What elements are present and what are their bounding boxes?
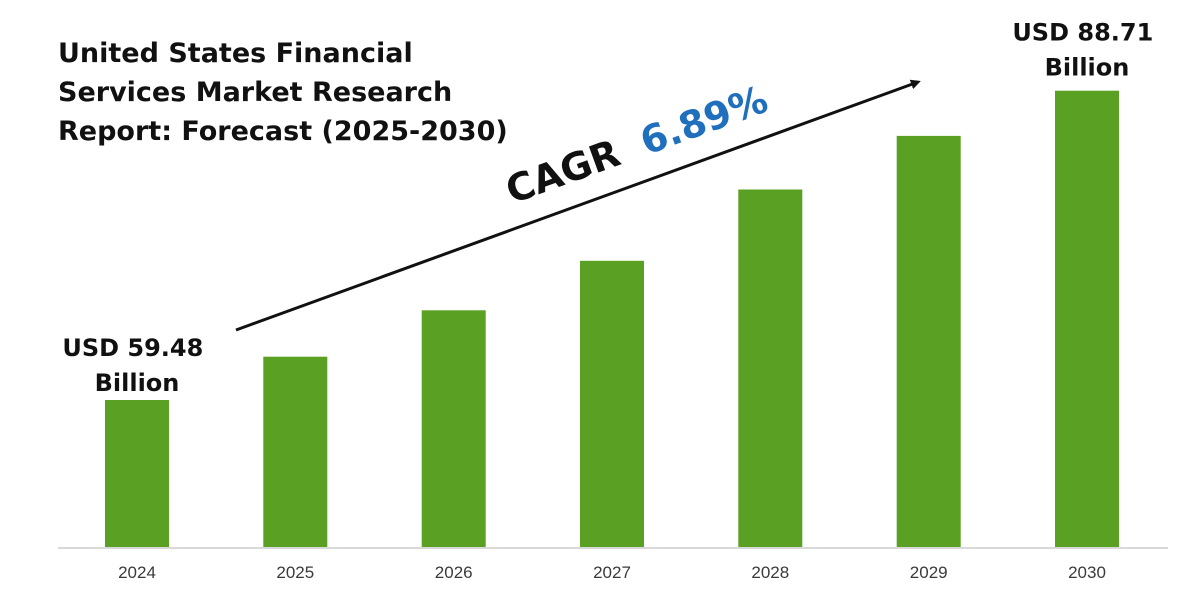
chart-title-line-3: Report: Forecast (2025-2030) <box>58 116 508 147</box>
chart-title: United States Financial Services Market … <box>58 38 508 147</box>
bar-2029 <box>896 135 961 548</box>
data-label-first-bar: USD 59.48 Billion <box>62 334 211 397</box>
chart-title-line-2: Services Market Research <box>58 77 452 108</box>
data-label-last-line-1: USD 88.71 <box>1012 19 1153 47</box>
bar-2024 <box>105 400 169 548</box>
cagr-label: CAGR <box>500 131 626 213</box>
bar-2027 <box>580 260 644 548</box>
bar-2030 <box>1055 90 1119 548</box>
chart-title-line-1: United States Financial <box>58 38 413 69</box>
x-tick-label-2026: 2026 <box>435 563 473 582</box>
x-tick-label-2024: 2024 <box>118 563 156 582</box>
bar-2028 <box>738 189 803 548</box>
bar-2026 <box>421 310 486 548</box>
growth-arrow <box>235 79 921 332</box>
cagr-annotation: CAGR 6.89% <box>500 77 773 212</box>
data-label-first-line-2: Billion <box>95 369 180 397</box>
x-tick-label-2027: 2027 <box>593 563 631 582</box>
data-label-last-bar: USD 88.71 Billion <box>1012 19 1161 82</box>
x-tick-label-2028: 2028 <box>751 563 789 582</box>
data-label-last-line-2: Billion <box>1045 54 1130 82</box>
bars-group <box>105 90 1119 548</box>
x-tick-label-2029: 2029 <box>910 563 948 582</box>
data-label-first-line-1: USD 59.48 <box>62 334 203 362</box>
cagr-value: 6.89% <box>634 77 773 163</box>
x-tick-label-2025: 2025 <box>276 563 314 582</box>
bar-2025 <box>263 356 328 548</box>
x-tick-label-2030: 2030 <box>1068 563 1106 582</box>
x-axis-tick-labels: 2024 2025 2026 2027 2028 2029 2030 <box>118 563 1106 582</box>
